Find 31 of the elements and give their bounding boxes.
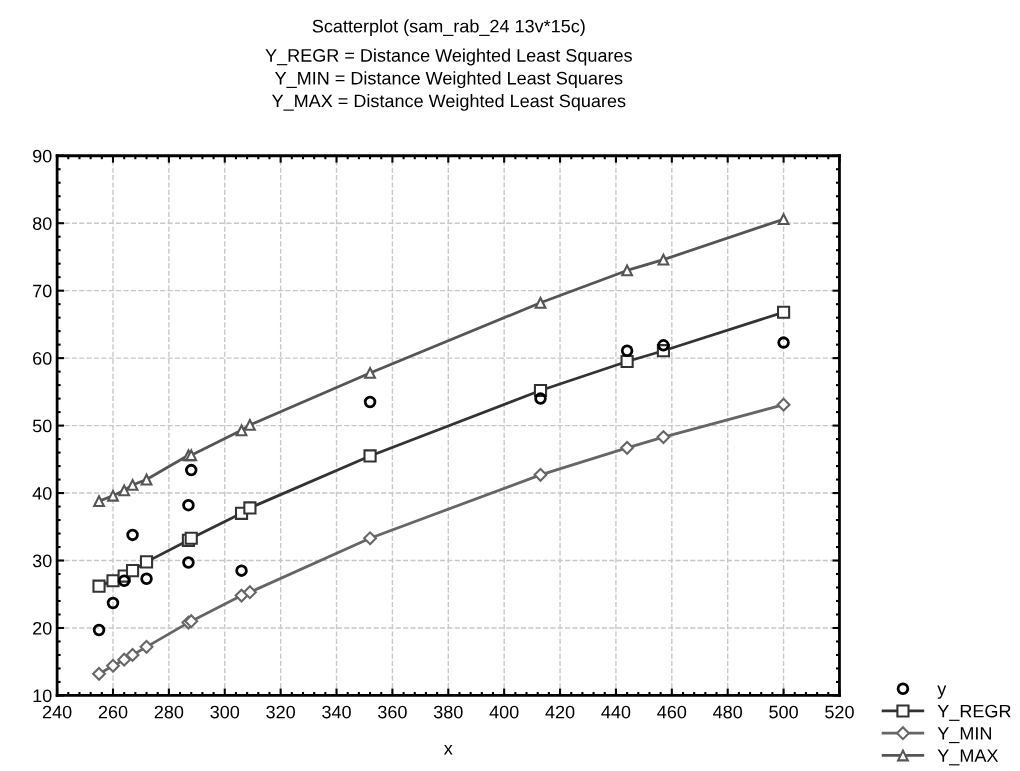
legend-label: y [937, 685, 947, 699]
x-tick-label: 460 [657, 705, 687, 719]
x-tick-label: 400 [489, 705, 519, 719]
x-tick-label: 480 [713, 705, 743, 719]
x-tick-label: 280 [154, 705, 184, 719]
legend-label: Y_MIN [937, 727, 991, 744]
y-tick-label: 90 [33, 149, 52, 163]
y-tick-label: 60 [33, 352, 52, 365]
x-tick-label: 360 [378, 705, 407, 719]
x-tick-label: 520 [825, 705, 854, 719]
y-tick-label: 50 [32, 419, 52, 433]
x-tick-label: 260 [98, 705, 128, 719]
y-tick-label: 30 [32, 554, 52, 568]
x-axis-title: x [443, 744, 453, 755]
x-tick-label: 320 [266, 705, 295, 719]
legend-label: Y_REGR [937, 704, 1011, 721]
chart-title: Scatterplot (sam_rab_24 13v*15c) [312, 19, 585, 37]
y-tick-label: 10 [33, 689, 52, 703]
x-tick-label: 500 [769, 705, 798, 719]
x-tick-label: 300 [210, 705, 240, 719]
y-tick-label: 80 [32, 217, 52, 230]
chart-subtitle: Y_REGR = Distance Weighted Least Squares Y_MIN = Distance Weighted Least Squares Y_MAX = Distance Weighted Least Squares [265, 48, 632, 111]
x-tick-label: 440 [601, 705, 631, 719]
x-tick-label: 380 [433, 705, 463, 719]
legend-label: Y_MAX [937, 749, 999, 766]
x-tick-label: 240 [42, 705, 72, 719]
x-tick-label: 420 [545, 705, 575, 719]
y-tick-label: 70 [33, 284, 52, 298]
x-tick-label: 340 [322, 705, 351, 719]
y-tick-label: 20 [33, 621, 52, 635]
y-tick-label: 40 [32, 486, 52, 500]
